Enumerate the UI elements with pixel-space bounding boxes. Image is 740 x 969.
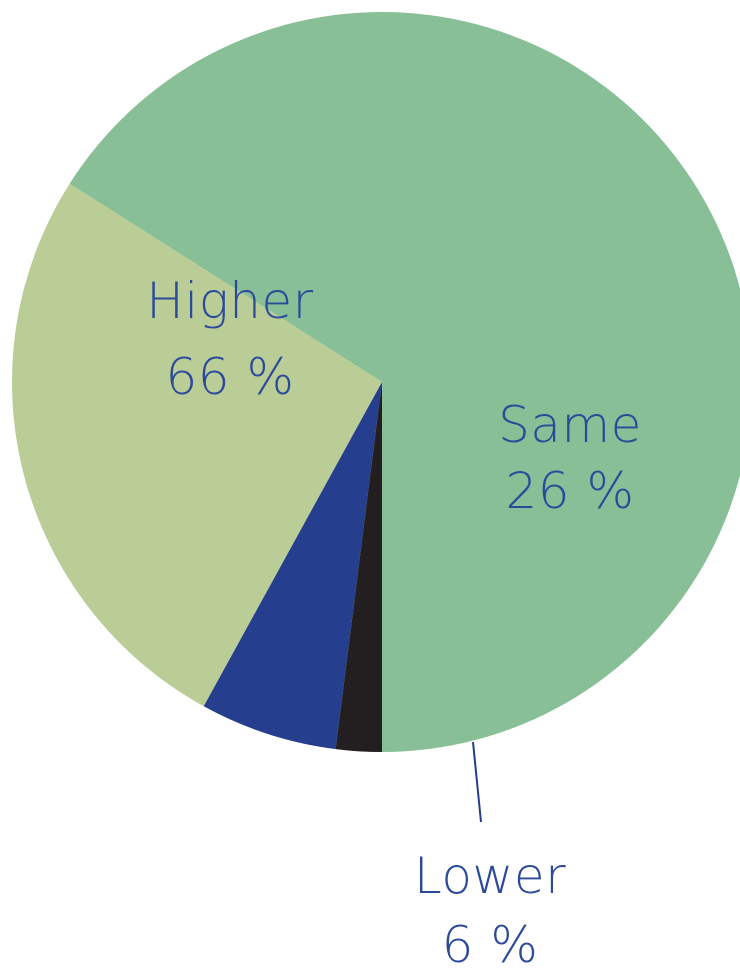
label-lower-value: 6 % <box>442 916 539 969</box>
label-same: Same 26 % <box>498 396 642 520</box>
label-same-name: Same <box>498 396 642 454</box>
label-same-value: 26 % <box>505 462 634 520</box>
pie-slice-other <box>335 382 382 752</box>
lower-leader-line <box>472 741 482 823</box>
pie-slices <box>12 12 740 752</box>
label-higher-name: Higher <box>146 272 314 330</box>
label-higher-value: 66 % <box>165 348 294 406</box>
pie-slice-lower <box>203 382 382 750</box>
label-higher: Higher 66 % <box>146 272 314 406</box>
label-lower: Lower 6 % <box>414 847 566 969</box>
pie-slice-higher <box>69 12 740 752</box>
label-lower-name: Lower <box>414 847 566 905</box>
pie-slice-same <box>12 183 382 707</box>
